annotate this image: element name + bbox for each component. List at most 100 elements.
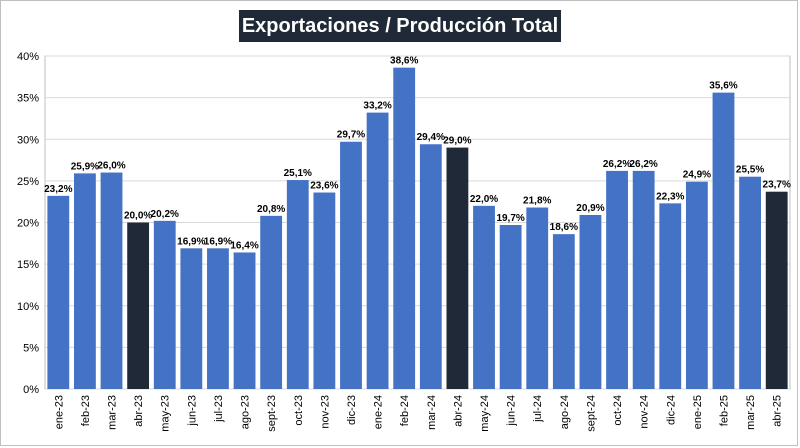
bar-nov-23 bbox=[313, 192, 336, 389]
bar-ene-23 bbox=[47, 195, 70, 389]
data-label: 25,9% bbox=[71, 161, 99, 172]
bar-may-24 bbox=[473, 205, 495, 389]
y-tick-label: 20% bbox=[17, 218, 39, 230]
x-tick-label: ago-24 bbox=[559, 395, 571, 429]
bar-jul-24 bbox=[526, 207, 549, 389]
bar-jun-23 bbox=[180, 248, 203, 389]
data-label: 19,7% bbox=[496, 213, 524, 224]
bar-mar-25 bbox=[739, 176, 761, 389]
bar-abr-24 bbox=[446, 147, 469, 389]
bar-nov-24 bbox=[632, 170, 655, 389]
y-tick-label: 25% bbox=[17, 176, 39, 188]
data-label: 22,0% bbox=[470, 194, 498, 205]
bars bbox=[47, 67, 788, 390]
y-tick-label: 5% bbox=[23, 342, 39, 354]
y-tick-label: 35% bbox=[17, 93, 39, 105]
x-tick-label: nov-23 bbox=[319, 395, 331, 429]
data-label: 16,9% bbox=[204, 236, 232, 247]
bar-abr-25 bbox=[765, 191, 788, 389]
x-tick-label: feb-23 bbox=[80, 395, 92, 426]
data-label: 38,6% bbox=[390, 56, 418, 67]
data-label: 35,6% bbox=[709, 81, 737, 92]
y-tick-label: 10% bbox=[17, 301, 39, 313]
x-tick-label: mar-25 bbox=[745, 395, 757, 430]
y-axis-ticks: 0% 5% 10% 15% 20% 25% 30% 35% 40% bbox=[17, 51, 39, 396]
data-label: 29,4% bbox=[417, 132, 445, 143]
x-tick-label: oct-23 bbox=[293, 395, 305, 426]
y-tick-label: 30% bbox=[17, 134, 39, 146]
bar-oct-24 bbox=[606, 170, 628, 389]
bar-dic-23 bbox=[340, 141, 362, 389]
bar-abr-23 bbox=[127, 222, 150, 389]
x-tick-label: abr-24 bbox=[452, 395, 464, 427]
data-label: 25,5% bbox=[736, 165, 764, 176]
data-label: 26,2% bbox=[629, 159, 657, 170]
bar-feb-25 bbox=[712, 92, 735, 389]
data-label: 16,9% bbox=[177, 236, 205, 247]
x-tick-label: sept-24 bbox=[585, 395, 597, 432]
x-tick-label: abr-25 bbox=[772, 395, 784, 427]
bar-may-23 bbox=[153, 220, 176, 389]
bar-feb-24 bbox=[393, 67, 416, 389]
data-label: 24,9% bbox=[683, 170, 711, 181]
x-tick-label: jul-24 bbox=[532, 395, 544, 423]
y-tick-label: 0% bbox=[23, 384, 39, 396]
data-label: 20,2% bbox=[151, 209, 179, 220]
data-label: 20,9% bbox=[576, 203, 604, 214]
x-tick-label: feb-25 bbox=[718, 395, 730, 426]
x-tick-label: dic-23 bbox=[346, 395, 358, 425]
chart-title: Exportaciones / Producción Total bbox=[239, 10, 561, 42]
bar-dic-24 bbox=[659, 203, 682, 389]
data-label: 33,2% bbox=[363, 101, 391, 112]
data-label: 29,0% bbox=[443, 136, 471, 147]
x-tick-label: ene-23 bbox=[53, 395, 65, 429]
x-tick-label: mar-23 bbox=[107, 395, 119, 430]
bar-mar-23 bbox=[100, 172, 123, 389]
x-tick-label: nov-24 bbox=[639, 395, 651, 429]
x-axis-categories: ene-23 feb-23 mar-23 abr-23 may-23 jun-23 jul-… bbox=[53, 395, 783, 432]
data-label: 26,2% bbox=[603, 159, 631, 170]
x-tick-label: jul-23 bbox=[213, 395, 225, 423]
bar-ene-24 bbox=[366, 112, 389, 390]
data-labels: 23,2%25,9%26,0%20,0%20,2%16,9%16,9%16,4%… bbox=[44, 56, 791, 252]
y-tick-label: 40% bbox=[17, 51, 39, 63]
bar-jul-23 bbox=[207, 248, 229, 389]
y-tick-label: 15% bbox=[17, 259, 39, 271]
bar-sept-24 bbox=[579, 215, 602, 389]
x-tick-label: dic-24 bbox=[665, 395, 677, 425]
x-tick-label: jun-23 bbox=[186, 395, 198, 427]
bar-ene-25 bbox=[685, 181, 708, 389]
bar-ago-24 bbox=[552, 234, 575, 389]
data-label: 18,6% bbox=[550, 222, 578, 233]
data-label: 16,4% bbox=[230, 240, 258, 251]
bar-feb-23 bbox=[74, 173, 96, 389]
bar-jun-24 bbox=[499, 224, 522, 389]
bar-sept-23 bbox=[260, 215, 283, 389]
x-tick-label: may-24 bbox=[479, 395, 491, 432]
x-tick-label: ene-24 bbox=[373, 395, 385, 429]
x-tick-label: mar-24 bbox=[426, 395, 438, 430]
bar-mar-24 bbox=[419, 144, 442, 389]
x-tick-label: may-23 bbox=[160, 395, 172, 432]
x-tick-label: oct-24 bbox=[612, 395, 624, 426]
x-tick-label: jun-24 bbox=[506, 395, 518, 427]
data-label: 20,8% bbox=[257, 204, 285, 215]
x-tick-label: sept-23 bbox=[266, 395, 278, 432]
x-tick-label: abr-23 bbox=[133, 395, 145, 427]
data-label: 23,6% bbox=[310, 181, 338, 192]
data-label: 29,7% bbox=[337, 130, 365, 141]
data-label: 23,2% bbox=[44, 184, 72, 195]
data-label: 25,1% bbox=[284, 168, 312, 179]
data-label: 21,8% bbox=[523, 196, 551, 207]
data-label: 23,7% bbox=[763, 180, 791, 191]
bar-oct-23 bbox=[286, 180, 309, 389]
data-label: 26,0% bbox=[97, 161, 125, 172]
data-label: 20,0% bbox=[124, 211, 152, 222]
bar-ago-23 bbox=[233, 252, 256, 389]
x-tick-label: feb-24 bbox=[399, 395, 411, 426]
x-tick-label: ene-25 bbox=[692, 395, 704, 429]
x-tick-label: ago-23 bbox=[240, 395, 252, 429]
data-label: 22,3% bbox=[656, 191, 684, 202]
